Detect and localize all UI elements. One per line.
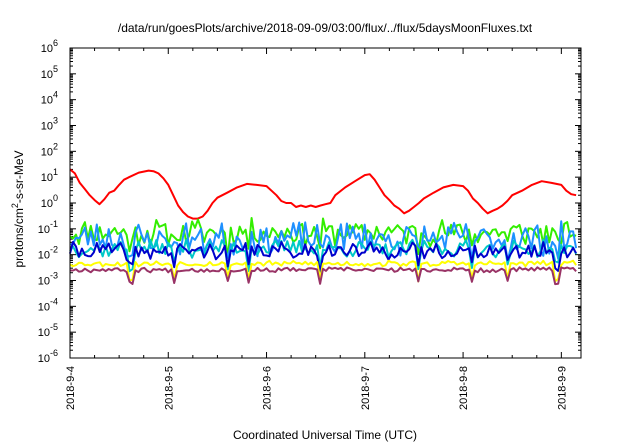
plot-frame xyxy=(69,47,582,359)
y-axis-label-sup: 2 xyxy=(10,203,20,208)
y-tick-label: 101 xyxy=(41,167,58,184)
series-line-2 xyxy=(69,217,577,259)
y-tick-exp: -5 xyxy=(50,322,58,332)
y-tick-base: 10 xyxy=(38,224,50,236)
y-tick-exp: -2 xyxy=(50,245,58,255)
x-tick-label: 2018-9-4 xyxy=(65,366,77,410)
y-tick-label: 10-6 xyxy=(38,348,58,365)
y-tick-base: 10 xyxy=(38,353,50,365)
series-line-1 xyxy=(69,168,577,220)
y-tick-base: 10 xyxy=(38,276,50,288)
x-tick-label: 2018-9-6 xyxy=(262,366,274,410)
y-tick-label: 102 xyxy=(41,141,58,158)
y-tick-exp: -4 xyxy=(50,296,58,306)
y-tick-exp: 3 xyxy=(53,116,58,126)
y-tick-base: 10 xyxy=(38,327,50,339)
y-tick-exp: 6 xyxy=(53,38,58,48)
y-tick-exp: 1 xyxy=(53,167,58,177)
y-tick-label: 10-5 xyxy=(38,322,58,339)
series-line-6 xyxy=(69,259,577,283)
x-tick-label: 2018-9-7 xyxy=(360,366,372,410)
y-axis: 10610510410310210110010-110-210-310-410-… xyxy=(38,38,581,365)
y-tick-exp: 5 xyxy=(53,64,58,74)
y-tick-label: 10-2 xyxy=(38,245,58,262)
y-tick-base: 10 xyxy=(41,146,53,158)
y-tick-exp: 2 xyxy=(53,141,58,151)
y-tick-label: 104 xyxy=(41,90,58,107)
y-tick-base: 10 xyxy=(38,250,50,262)
y-tick-base: 10 xyxy=(41,43,53,55)
y-axis-label-base: protons/cm xyxy=(12,208,26,267)
series-group xyxy=(69,168,578,286)
y-tick-exp: 0 xyxy=(53,193,58,203)
y-tick-base: 10 xyxy=(41,95,53,107)
y-tick-label: 100 xyxy=(41,193,58,210)
y-tick-label: 10-3 xyxy=(38,271,58,288)
x-tick-label: 2018-9-8 xyxy=(458,366,470,410)
y-tick-exp: -3 xyxy=(50,271,58,281)
x-tick-label: 2018-9-5 xyxy=(163,366,175,410)
y-tick-base: 10 xyxy=(41,121,53,133)
y-tick-base: 10 xyxy=(41,172,53,184)
y-tick-exp: -1 xyxy=(50,219,58,229)
y-tick-label: 105 xyxy=(41,64,58,81)
series-line-7 xyxy=(70,266,577,286)
y-tick-label: 10-4 xyxy=(38,296,58,313)
x-tick-label: 2018-9-9 xyxy=(556,366,568,410)
y-tick-exp: -6 xyxy=(50,348,58,358)
y-axis-label-rest: -s-sr-MeV xyxy=(12,150,26,203)
y-tick-label: 103 xyxy=(41,116,58,133)
y-axis-label: protons/cm2-s-sr-MeV xyxy=(10,150,26,267)
y-tick-label: 106 xyxy=(41,38,58,55)
chart-title: /data/run/goesPlots/archive/2018-09-09/0… xyxy=(118,21,533,35)
y-tick-exp: 4 xyxy=(53,90,58,100)
y-tick-base: 10 xyxy=(38,301,50,313)
series-line-5 xyxy=(69,240,577,273)
x-axis-label: Coordinated Universal Time (UTC) xyxy=(233,428,417,442)
y-tick-base: 10 xyxy=(41,69,53,81)
y-tick-label: 10-1 xyxy=(38,219,58,236)
y-tick-base: 10 xyxy=(41,198,53,210)
